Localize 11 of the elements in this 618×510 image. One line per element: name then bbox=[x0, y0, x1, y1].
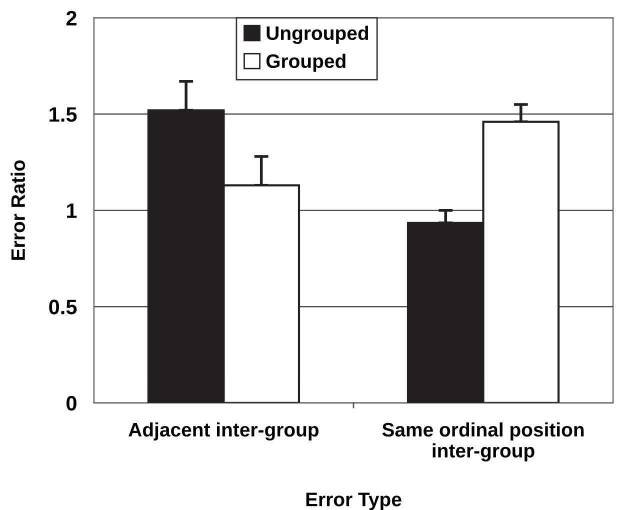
y-tick-label: 0 bbox=[66, 396, 76, 411]
legend-label: Grouped bbox=[266, 54, 346, 72]
y-axis-title: Error Ratio bbox=[10, 160, 26, 260]
y-tick-label: 1 bbox=[66, 204, 77, 218]
y-tick-label: 1.5 bbox=[50, 107, 77, 122]
y-tick-label: 2 bbox=[66, 10, 76, 26]
legend-label: Ungrouped bbox=[266, 26, 368, 44]
x-tick-label: Same ordinal position inter-group bbox=[382, 422, 584, 462]
x-axis-title: Error Type bbox=[306, 492, 402, 510]
y-tick-label: 0.5 bbox=[49, 300, 77, 314]
x-tick-label: Adjacent inter-group bbox=[128, 422, 319, 441]
